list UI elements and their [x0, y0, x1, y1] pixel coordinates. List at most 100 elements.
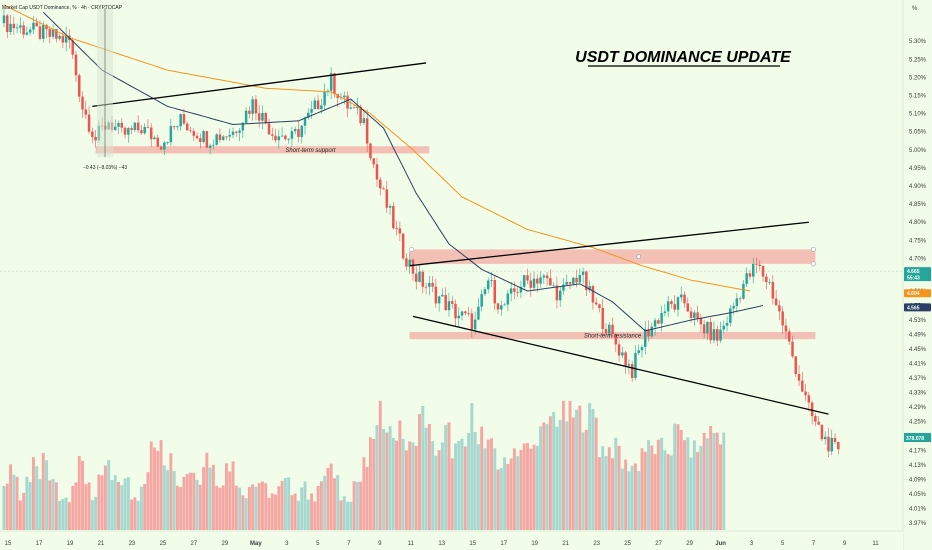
lower-trendline[interactable] — [412, 315, 829, 415]
volume-bar — [467, 433, 471, 530]
volume-bar — [666, 454, 670, 530]
candle-body — [284, 135, 287, 140]
volume-bar — [319, 481, 323, 530]
candle-body — [159, 146, 163, 150]
y-tick-label: 4.29% — [909, 405, 927, 411]
volume-bar — [162, 465, 166, 530]
time-axis[interactable] — [0, 531, 903, 550]
candle-body — [578, 274, 582, 283]
x-tick-label: 27 — [655, 541, 662, 547]
volume-bar — [653, 454, 657, 530]
candle-body — [486, 280, 490, 290]
candle-body — [9, 23, 12, 33]
y-tick-label: 4.05% — [909, 492, 927, 498]
x-tick-label: 23 — [129, 541, 136, 547]
candle-body — [12, 23, 16, 29]
volume-bar — [611, 458, 615, 530]
volume-bar — [588, 403, 592, 530]
candle-body — [202, 131, 205, 143]
x-tick-label: 3 — [285, 541, 289, 547]
candle-body — [182, 114, 186, 124]
candle-body — [778, 305, 781, 312]
volume-bar — [421, 405, 425, 530]
volume-bar — [126, 477, 130, 530]
volume-bar — [260, 481, 264, 530]
volume-bar — [411, 442, 415, 530]
candle-body — [431, 282, 434, 287]
volume-bar — [74, 482, 78, 530]
candle-body — [316, 100, 320, 110]
candle-body — [715, 329, 719, 341]
upper-trendline-april[interactable] — [92, 62, 427, 108]
candle-body — [513, 288, 516, 292]
volume-bar — [359, 481, 363, 530]
y-tick-label: 5.05% — [909, 130, 927, 136]
candle-body — [702, 324, 706, 334]
volume-bar — [110, 479, 114, 530]
candle-body — [153, 137, 156, 140]
candle-body — [464, 311, 467, 314]
candle-body — [287, 138, 290, 140]
volume-bar — [663, 450, 667, 530]
candle-body — [61, 35, 65, 43]
volume-bar — [696, 451, 700, 530]
volume-bar — [581, 432, 585, 530]
candle-body — [657, 320, 660, 324]
candle-body — [6, 15, 9, 33]
zone-handle[interactable] — [409, 246, 415, 252]
volume-bar — [532, 444, 536, 530]
volume-bar — [336, 475, 340, 530]
candle-body — [529, 280, 532, 288]
candle-body — [450, 301, 454, 304]
volume-bar — [437, 450, 441, 530]
volume-bar — [100, 475, 104, 530]
candle-body — [241, 122, 245, 131]
x-tick-label: 5 — [316, 541, 320, 547]
volume-bar — [709, 425, 713, 530]
upper-trendline-may[interactable] — [409, 221, 809, 267]
candle-body — [149, 127, 153, 140]
candle-body — [251, 99, 254, 114]
volume-bar — [640, 448, 644, 530]
candle-body — [385, 189, 389, 208]
volume-bar — [552, 411, 556, 530]
volume-bar — [136, 500, 140, 530]
candle-body — [706, 321, 709, 334]
candle-body — [156, 137, 160, 147]
candle-body — [591, 286, 595, 303]
volume-bar — [9, 464, 13, 530]
volume-bar — [244, 498, 248, 530]
volume-bar — [460, 438, 464, 530]
candle-body — [575, 277, 578, 283]
zone-handle[interactable] — [810, 261, 816, 267]
volume-bar — [323, 475, 327, 530]
volume-bar — [365, 466, 369, 530]
volume-bar — [571, 417, 575, 530]
y-tick-label: 4.13% — [909, 463, 927, 469]
x-tick-label: 17 — [500, 541, 507, 547]
volume-bar — [391, 437, 395, 530]
volume-bar — [542, 422, 546, 530]
candle-body — [601, 308, 604, 330]
candle-body — [794, 356, 798, 375]
candle-body — [388, 206, 392, 208]
candle-body — [807, 395, 811, 403]
candle-body — [248, 110, 251, 114]
volume-bar — [149, 441, 153, 530]
candle-body — [608, 324, 611, 334]
zone-handle[interactable] — [636, 254, 641, 259]
x-tick-label: 7 — [812, 541, 816, 547]
candle-body — [650, 326, 654, 337]
candle-body — [637, 350, 640, 354]
ma-orange-badge — [904, 289, 931, 298]
candle-body — [212, 144, 215, 146]
candle-body — [143, 126, 146, 134]
volume-bar — [58, 500, 62, 530]
candle-body — [136, 122, 140, 131]
y-tick-label: 5.15% — [909, 94, 927, 100]
ma-blue-line — [42, 11, 764, 332]
candle-body — [297, 129, 300, 138]
zone-handle[interactable] — [810, 246, 816, 252]
volume-bar — [555, 426, 559, 530]
candle-body — [398, 228, 402, 234]
